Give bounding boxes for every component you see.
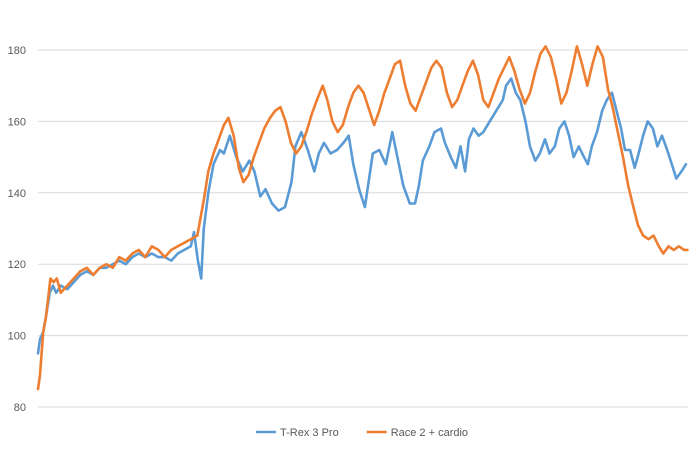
y-tick-label: 100 [8,331,26,343]
y-tick-label: 120 [8,259,26,271]
series-line-2 [36,45,689,391]
series-lines [36,45,689,391]
legend-label-1: T-Rex 3 Pro [280,427,339,439]
y-tick-label: 180 [8,45,26,57]
legend-label-2: Race 2 + cardio [391,427,468,439]
y-tick-label: 160 [8,116,26,128]
gridlines [38,49,688,408]
y-axis-ticks: 80 100 120 140 160 180 [8,45,26,414]
y-tick-label: 80 [14,402,26,414]
y-tick-label: 140 [8,188,26,200]
series-line-1 [36,77,688,355]
legend: T-Rex 3 Pro Race 2 + cardio [256,427,468,439]
